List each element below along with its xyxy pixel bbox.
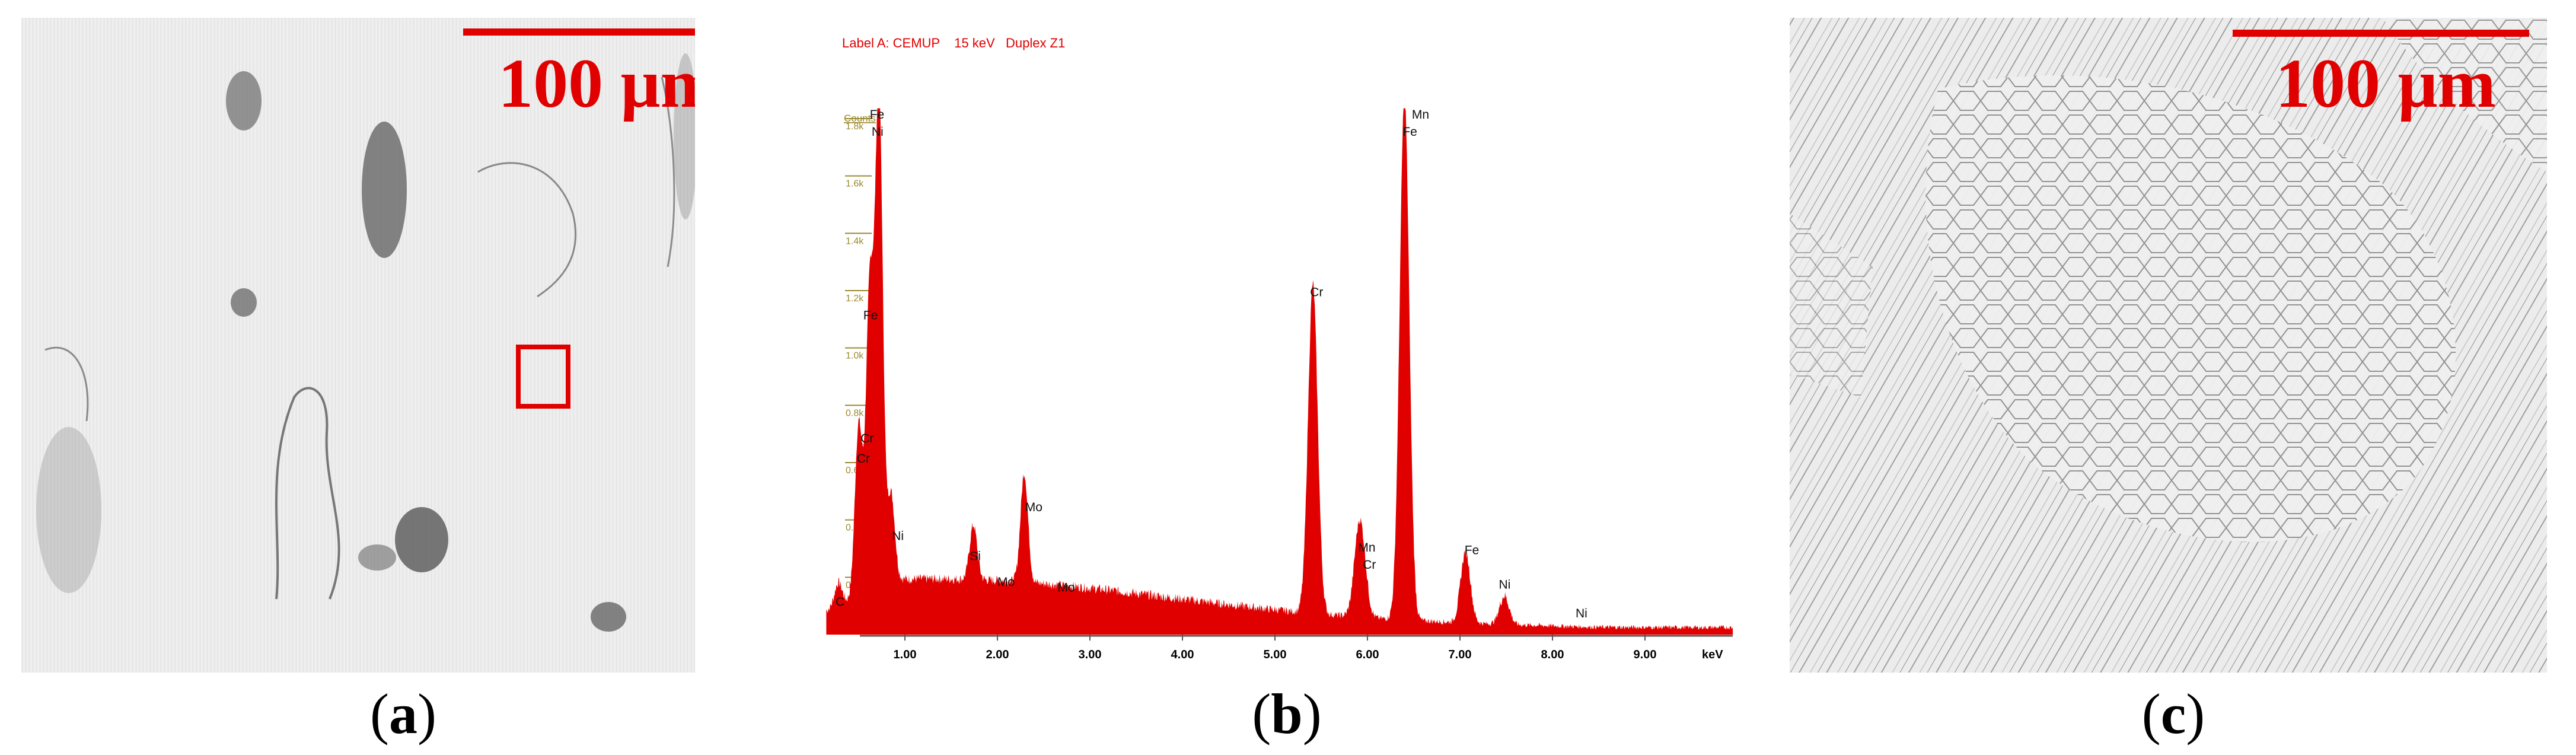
micrograph-c: 100 μm: [1790, 18, 2547, 673]
scale-label-c: 100 μm: [2275, 44, 2496, 122]
peak-label: Mo: [1057, 581, 1075, 595]
eds-spectrum-chart: Label A: CEMUP 15 keV Duplex Z1 Counts 0…: [826, 36, 1733, 661]
spectrum-area: [826, 108, 1733, 635]
y-tick-label: 1.0k: [846, 351, 864, 361]
y-tick-label: 0.8k: [846, 408, 864, 418]
peak-label: Cr: [857, 452, 870, 466]
peak-label: C: [836, 595, 844, 609]
x-tick-label: 3.00: [1079, 648, 1102, 661]
eds-spectrum: Label A: CEMUP 15 keV Duplex Z1 Counts 0…: [789, 18, 1737, 673]
y-tick-label: 1.8k: [846, 122, 864, 132]
x-tick-label: 8.00: [1541, 648, 1564, 661]
peak-label: Fe: [1402, 125, 1417, 139]
peak-label: Cr: [1363, 558, 1376, 572]
scale-bar-a: [463, 28, 695, 36]
peak-label: Ni: [892, 530, 904, 543]
x-tick-label: 6.00: [1356, 648, 1379, 661]
micrograph-a: 100 μm: [21, 18, 695, 673]
x-tick-label: 5.00: [1264, 648, 1287, 661]
x-axis-label: keV: [1702, 648, 1723, 661]
x-tick-label: 9.00: [1634, 648, 1657, 661]
peak-label: Ni: [1576, 607, 1587, 620]
micrograph-a-image: 100 μm: [21, 18, 695, 673]
y-tick-label: 1.4k: [846, 236, 864, 246]
scale-bar-c: [2233, 30, 2529, 37]
x-tick-label: 4.00: [1171, 648, 1194, 661]
caption-b: (b): [1252, 682, 1322, 746]
analysis-region-marker: [516, 345, 570, 409]
caption-c: (c): [2141, 682, 2205, 746]
scale-label-a: 100 μm: [498, 44, 695, 122]
x-tick-label: 2.00: [986, 648, 1009, 661]
peak-label: Mn: [1412, 108, 1429, 122]
chart-title: Label A: CEMUP 15 keV Duplex Z1: [842, 36, 1065, 50]
peak-label: Ni: [872, 125, 884, 139]
peak-label: Fe: [1465, 544, 1480, 558]
y-tick-label: 1.2k: [846, 294, 864, 304]
peak-label: Mo: [1025, 501, 1042, 514]
caption-a: (a): [370, 682, 436, 746]
x-tick-label: 7.00: [1449, 648, 1472, 661]
peak-label: Mo: [997, 575, 1015, 589]
micrograph-c-image: 100 μm: [1790, 18, 2547, 673]
peak-label: Si: [970, 549, 981, 563]
peak-label: Ni: [1499, 578, 1511, 592]
peak-label: Fe: [863, 308, 878, 322]
peak-label: Cr: [1310, 286, 1323, 300]
y-tick-label: 1.6k: [846, 179, 864, 189]
peak-label: Fe: [870, 108, 885, 122]
peak-label: Cr: [860, 432, 873, 445]
x-tick-label: 1.00: [894, 648, 917, 661]
peak-label: Mn: [1358, 541, 1375, 555]
